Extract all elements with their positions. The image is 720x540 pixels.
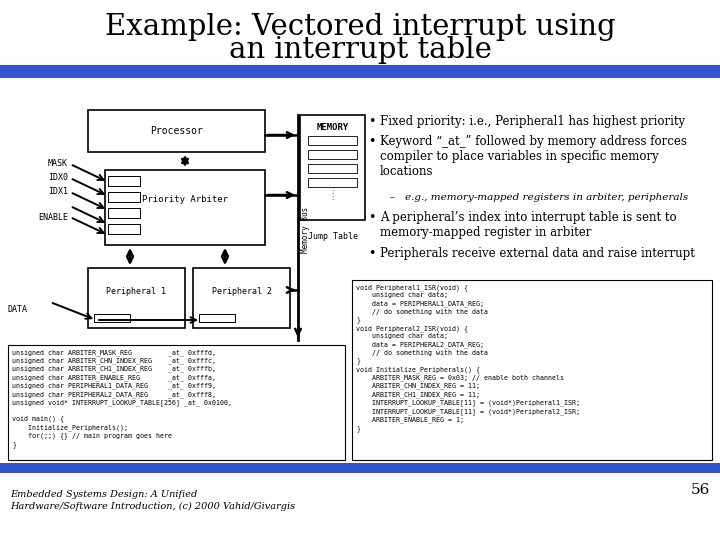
- Text: DATA: DATA: [8, 306, 28, 314]
- Text: Priority Arbiter: Priority Arbiter: [142, 195, 228, 204]
- Bar: [199, 314, 235, 322]
- Text: :
:: : :: [331, 188, 333, 201]
- Text: A peripheral’s index into interrupt table is sent to
memory-mapped register in a: A peripheral’s index into interrupt tabl…: [380, 211, 677, 239]
- Bar: [88, 110, 265, 152]
- Bar: [8, 345, 345, 460]
- Bar: [352, 280, 712, 460]
- Text: unsigned char ARBITER_MASK_REG         _at_ 0xfffd,
unsigned char ARBITER_CHN_IN: unsigned char ARBITER_MASK_REG _at_ 0xff…: [12, 349, 232, 448]
- Bar: [108, 224, 140, 234]
- Text: MEMORY: MEMORY: [316, 123, 348, 132]
- Bar: [108, 176, 140, 186]
- Text: IDX0: IDX0: [48, 173, 68, 183]
- Bar: [300, 115, 365, 220]
- Text: MASK: MASK: [48, 159, 68, 168]
- Text: Embedded Systems Design: A Unified
Hardware/Software Introduction, (c) 2000 Vahi: Embedded Systems Design: A Unified Hardw…: [10, 490, 295, 511]
- Text: •: •: [368, 247, 375, 260]
- Bar: [193, 268, 290, 328]
- Text: –   e.g., memory-mapped registers in arbiter, peripherals: – e.g., memory-mapped registers in arbit…: [390, 193, 688, 202]
- Bar: [108, 192, 140, 202]
- Bar: [308, 178, 357, 187]
- Bar: [94, 314, 130, 322]
- Bar: [105, 170, 265, 245]
- Text: void Peripheral1_ISR(void) {
    unsigned char data;
    data = PERIPHERAL1_DATA: void Peripheral1_ISR(void) { unsigned ch…: [356, 284, 580, 431]
- Bar: [308, 164, 357, 173]
- Text: Peripheral 2: Peripheral 2: [212, 287, 271, 296]
- Bar: [0, 463, 720, 473]
- Bar: [0, 65, 720, 78]
- Bar: [88, 268, 185, 328]
- Text: 56: 56: [690, 483, 710, 497]
- Bar: [308, 136, 357, 145]
- Text: Processor: Processor: [150, 126, 203, 136]
- Text: Jump Table: Jump Table: [307, 232, 358, 241]
- Text: Fixed priority: i.e., Peripheral1 has highest priority: Fixed priority: i.e., Peripheral1 has hi…: [380, 115, 685, 128]
- Text: Peripheral 1: Peripheral 1: [107, 287, 166, 296]
- Text: •: •: [368, 211, 375, 224]
- Text: •: •: [368, 115, 375, 128]
- Text: Peripherals receive external data and raise interrupt: Peripherals receive external data and ra…: [380, 247, 695, 260]
- Text: •: •: [368, 135, 375, 148]
- Text: Memory Bus: Memory Bus: [301, 207, 310, 253]
- Bar: [308, 150, 357, 159]
- Bar: [108, 208, 140, 218]
- Text: Example: Vectored interrupt using: Example: Vectored interrupt using: [104, 13, 616, 41]
- Text: IDX1: IDX1: [48, 187, 68, 197]
- Text: an interrupt table: an interrupt table: [228, 36, 492, 64]
- Text: Keyword “_at_” followed by memory address forces
compiler to place variables in : Keyword “_at_” followed by memory addres…: [380, 135, 687, 178]
- Text: ENABLE: ENABLE: [38, 213, 68, 221]
